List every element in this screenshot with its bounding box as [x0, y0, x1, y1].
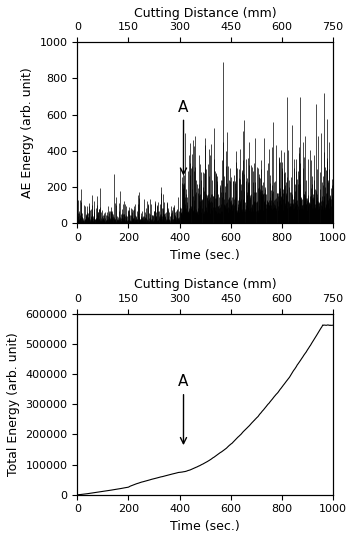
Text: A: A: [178, 374, 189, 444]
Y-axis label: Total Energy (arb. unit): Total Energy (arb. unit): [7, 332, 20, 476]
X-axis label: Cutting Distance (mm): Cutting Distance (mm): [134, 7, 276, 20]
Text: A: A: [178, 100, 189, 174]
Y-axis label: AE Energy (arb. unit): AE Energy (arb. unit): [21, 68, 34, 198]
X-axis label: Cutting Distance (mm): Cutting Distance (mm): [134, 278, 276, 292]
X-axis label: Time (sec.): Time (sec.): [170, 248, 240, 262]
X-axis label: Time (sec.): Time (sec.): [170, 520, 240, 533]
